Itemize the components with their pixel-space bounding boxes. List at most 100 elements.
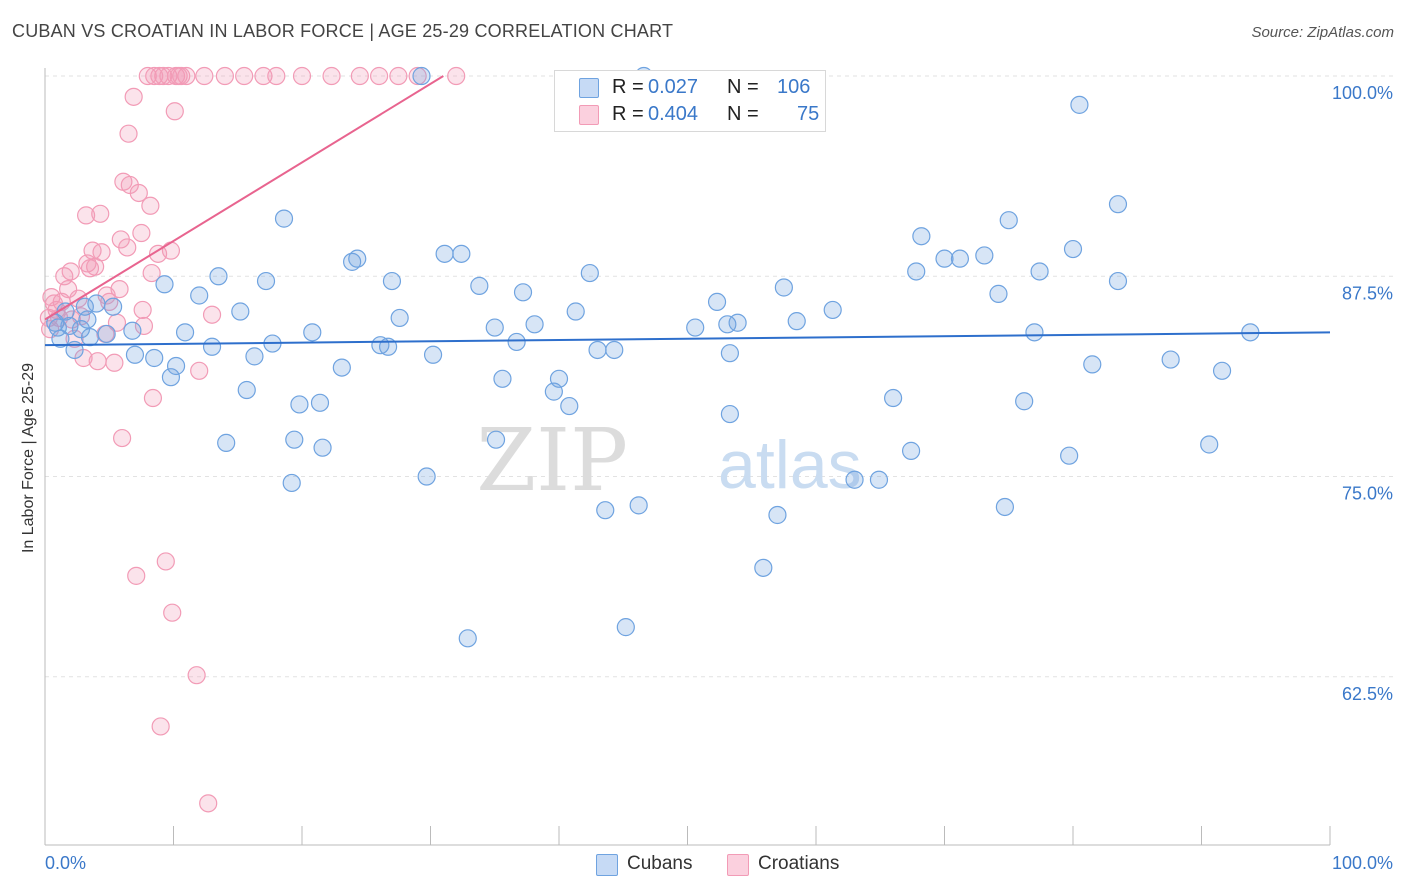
cuban-point: [1025, 323, 1044, 342]
cuban-point: [123, 321, 142, 340]
cuban-point: [907, 262, 926, 281]
legend-n-value: 106: [777, 76, 811, 98]
cuban-point: [60, 316, 79, 336]
cuban-point: [417, 467, 436, 486]
croatian-point: [163, 603, 182, 622]
cuban-point: [209, 267, 228, 286]
cuban-point: [290, 395, 309, 414]
croatians-points: [39, 66, 466, 813]
watermark-zip: ZIP: [476, 411, 628, 511]
cuban-point: [1030, 262, 1049, 281]
cuban-point: [1083, 355, 1102, 374]
croatian-point: [161, 241, 181, 260]
cuban-point: [1015, 392, 1034, 411]
cuban-point: [217, 433, 236, 452]
croatian-point: [215, 66, 234, 86]
croatian-point: [124, 87, 143, 106]
cuban-point: [412, 66, 431, 86]
croatian-point: [61, 262, 80, 281]
cuban-point: [458, 629, 477, 648]
cuban-point: [452, 244, 471, 263]
cuban-point: [1161, 350, 1180, 369]
cuban-point: [823, 300, 842, 320]
watermark: ZIP atlas: [476, 411, 861, 511]
cuban-point: [382, 271, 402, 291]
legend-label-cubans: Cubans: [627, 853, 693, 874]
cuban-point: [237, 380, 256, 400]
croatian-point: [292, 66, 312, 86]
cuban-point: [256, 271, 276, 291]
watermark-atlas: atlas: [718, 427, 862, 503]
series-legend: Cubans Croatians: [0, 852, 1406, 878]
cuban-point: [161, 368, 181, 387]
croatian-point: [129, 183, 148, 203]
croatian-point: [408, 66, 427, 86]
chart-title: CUBAN VS CROATIAN IN LABOR FORCE | AGE 2…: [12, 21, 674, 41]
cuban-point: [507, 332, 526, 352]
legend-r-value: 0.404: [648, 103, 699, 125]
trend-lines: [44, 75, 1331, 347]
cuban-point: [588, 340, 607, 360]
cuban-point: [566, 302, 585, 321]
cuban-point: [51, 329, 70, 348]
cuban-point: [580, 263, 599, 283]
cuban-point: [145, 348, 164, 368]
croatian-point: [91, 204, 110, 223]
cuban-point: [348, 249, 367, 268]
cuban-point: [274, 209, 294, 228]
cuban-point: [999, 211, 1018, 230]
cuban-point: [493, 369, 512, 388]
croatian-point: [154, 66, 173, 86]
legend-swatch-croatians: [579, 105, 599, 125]
croatian-point: [187, 666, 206, 685]
cuban-point: [513, 283, 533, 302]
cuban-point: [332, 358, 351, 377]
cuban-point: [995, 497, 1014, 517]
cuban-point: [245, 347, 264, 366]
croatian-point: [118, 238, 137, 257]
croatian-point: [88, 352, 107, 371]
croatian-point: [119, 124, 138, 143]
cuban-point: [1108, 195, 1128, 214]
legend-swatch-croatians: [727, 854, 749, 876]
cuban-point: [310, 393, 330, 412]
legend-n-label: N =: [727, 103, 759, 125]
cuban-point: [97, 324, 116, 344]
croatian-point: [165, 102, 184, 121]
cuban-point: [869, 470, 889, 489]
legend-n-label: N =: [727, 76, 759, 98]
y-tick-label: 75.0%: [1342, 484, 1393, 504]
x-tick-labels: 0.0% 100.0%: [45, 853, 1393, 873]
cuban-point: [231, 302, 250, 321]
cubans-points: [46, 66, 1260, 648]
cuban-point: [754, 558, 773, 577]
croatian-point: [190, 361, 209, 380]
cuban-point: [901, 441, 921, 460]
cuban-point: [549, 369, 569, 388]
legend-r-label: R =: [612, 103, 644, 125]
cuban-point: [989, 284, 1008, 303]
cuban-point: [1212, 361, 1232, 380]
y-tick-label: 100.0%: [1332, 83, 1393, 103]
cuban-point: [975, 246, 994, 265]
croatians-trend-line: [44, 75, 444, 321]
cuban-point: [87, 294, 106, 313]
croatian-point: [235, 66, 254, 86]
croatian-point: [267, 66, 286, 86]
croatian-point: [110, 279, 129, 299]
y-tick-label: 87.5%: [1342, 283, 1393, 303]
cuban-point: [390, 308, 409, 328]
cuban-point: [48, 318, 67, 337]
cuban-point: [629, 496, 648, 515]
cuban-point: [313, 438, 332, 457]
stats-legend: R = 0.027 N = 106 R = 0.404 N = 75: [554, 70, 826, 132]
legend-n-value: 75: [797, 103, 820, 125]
croatian-point: [143, 388, 163, 408]
cuban-point: [787, 312, 806, 331]
cuban-point: [202, 337, 222, 356]
croatian-point: [156, 552, 175, 571]
croatian-point: [370, 66, 389, 86]
cuban-point: [125, 345, 145, 364]
grid-lines: [45, 75, 1393, 678]
cuban-point: [1070, 95, 1089, 114]
